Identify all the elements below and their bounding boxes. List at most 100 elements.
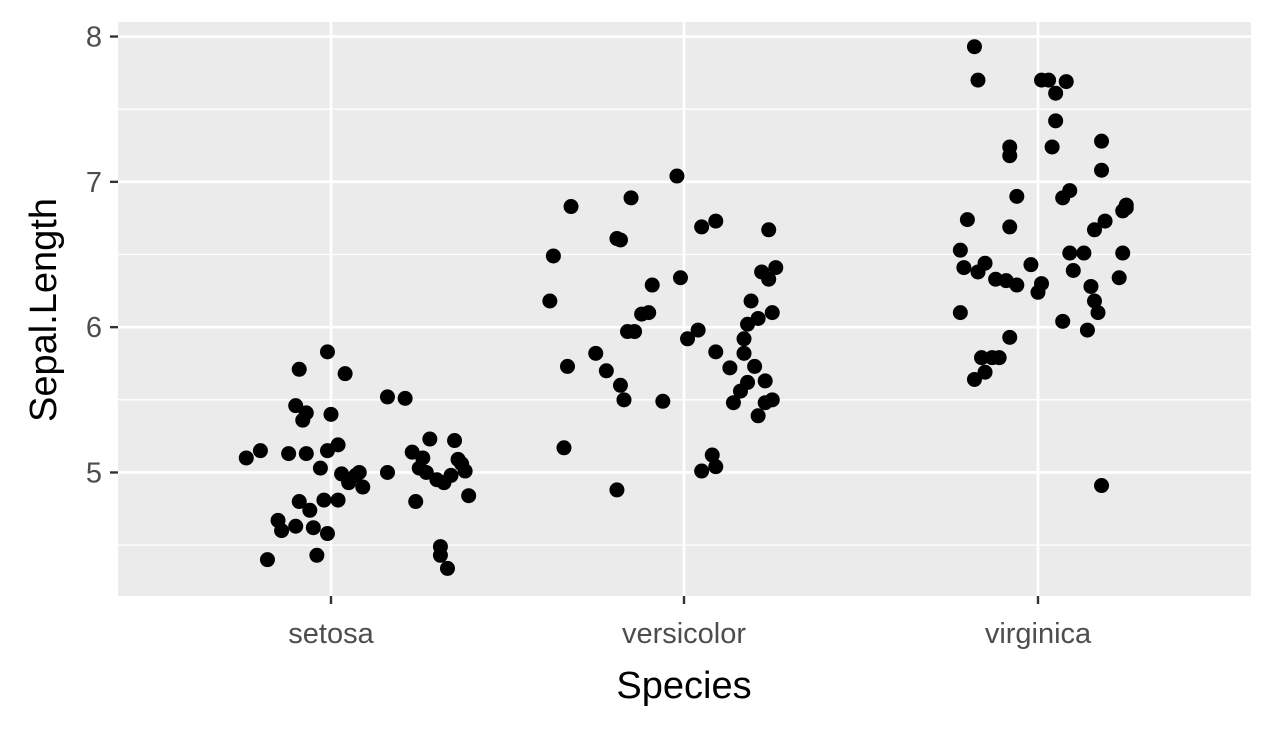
data-point-versicolor: [612, 232, 628, 248]
y-tick-label: 8: [86, 22, 102, 54]
data-point-virginica: [1034, 276, 1050, 292]
data-point-virginica: [1041, 72, 1057, 88]
data-point-versicolor: [612, 377, 628, 393]
data-point-versicolor: [747, 358, 763, 374]
data-point-setosa: [323, 406, 339, 422]
data-point-versicolor: [708, 213, 724, 229]
data-point-setosa: [443, 467, 459, 483]
data-point-versicolor: [623, 190, 639, 206]
data-point-setosa: [330, 437, 346, 453]
data-point-virginica: [977, 364, 993, 380]
data-point-virginica: [1002, 148, 1018, 164]
data-point-versicolor: [641, 305, 657, 321]
data-point-setosa: [337, 366, 353, 382]
data-point-setosa: [457, 463, 473, 479]
data-point-setosa: [379, 389, 395, 405]
data-point-versicolor: [694, 463, 710, 479]
data-point-versicolor: [672, 270, 688, 286]
data-point-versicolor: [690, 322, 706, 338]
data-point-setosa: [408, 494, 424, 510]
data-point-setosa: [447, 433, 463, 449]
y-axis: 5 6 7 8: [86, 22, 118, 489]
data-point-versicolor: [764, 392, 780, 408]
data-point-versicolor: [598, 363, 614, 379]
data-point-virginica: [966, 39, 982, 55]
data-point-setosa: [305, 520, 321, 536]
data-point-virginica: [1048, 85, 1064, 101]
data-point-versicolor: [680, 331, 696, 347]
data-point-setosa: [274, 523, 290, 539]
data-point-virginica: [1090, 305, 1106, 321]
data-point-setosa: [355, 479, 371, 495]
y-tick-label: 7: [86, 167, 102, 199]
data-point-versicolor: [694, 219, 710, 235]
data-point-setosa: [238, 450, 254, 466]
data-point-virginica: [1009, 277, 1025, 293]
data-point-virginica: [966, 371, 982, 387]
data-point-virginica: [1023, 257, 1039, 273]
data-point-virginica: [1094, 133, 1110, 149]
data-point-versicolor: [740, 374, 756, 390]
data-point-versicolor: [708, 459, 724, 475]
data-point-setosa: [298, 405, 314, 421]
data-point-virginica: [1086, 293, 1102, 309]
data-point-setosa: [291, 494, 307, 510]
data-point-setosa: [439, 560, 455, 576]
data-point-virginica: [1044, 139, 1060, 155]
data-point-setosa: [302, 502, 318, 518]
data-point-virginica: [1083, 278, 1099, 294]
data-point-virginica: [1079, 322, 1095, 338]
data-point-versicolor: [743, 293, 759, 309]
data-point-setosa: [288, 398, 304, 414]
data-point-virginica: [1009, 188, 1025, 204]
data-point-versicolor: [704, 447, 720, 463]
data-point-virginica: [1076, 245, 1092, 261]
data-point-virginica: [1111, 270, 1127, 286]
data-point-virginica: [952, 242, 968, 258]
data-point-versicolor: [708, 344, 724, 360]
data-point-virginica: [952, 305, 968, 321]
data-point-virginica: [1086, 222, 1102, 238]
y-tick-label: 5: [86, 457, 102, 489]
data-point-virginica: [1065, 262, 1081, 278]
x-axis-title: Species: [616, 665, 751, 707]
data-point-versicolor: [764, 305, 780, 321]
data-point-versicolor: [722, 360, 738, 376]
data-point-setosa: [415, 450, 431, 466]
data-point-versicolor: [556, 440, 572, 456]
data-point-virginica: [1002, 219, 1018, 235]
data-point-setosa: [319, 526, 335, 542]
data-point-setosa: [316, 492, 332, 508]
data-point-setosa: [379, 464, 395, 480]
data-point-setosa: [418, 464, 434, 480]
data-point-setosa: [312, 460, 328, 476]
data-point-versicolor: [609, 482, 625, 498]
data-point-virginica: [1097, 213, 1113, 229]
data-point-setosa: [309, 547, 325, 563]
data-point-setosa: [432, 547, 448, 563]
data-point-virginica: [991, 350, 1007, 366]
data-point-versicolor: [736, 345, 752, 361]
data-points: [238, 39, 1134, 576]
data-point-versicolor: [750, 408, 766, 424]
data-point-virginica: [1002, 329, 1018, 345]
data-point-setosa: [291, 361, 307, 377]
data-point-virginica: [1058, 74, 1074, 90]
x-tick-label-virginica: virginica: [985, 618, 1092, 650]
data-point-virginica: [1118, 197, 1134, 213]
data-point-virginica: [959, 212, 975, 228]
data-point-versicolor: [725, 395, 741, 411]
x-tick-label-setosa: setosa: [288, 618, 374, 650]
data-point-virginica: [1094, 478, 1110, 494]
data-point-virginica: [977, 255, 993, 271]
data-point-setosa: [351, 464, 367, 480]
data-point-setosa: [259, 552, 275, 568]
data-point-versicolor: [768, 260, 784, 276]
data-point-setosa: [298, 446, 314, 462]
data-point-setosa: [281, 446, 297, 462]
data-point-versicolor: [669, 168, 685, 184]
data-point-versicolor: [644, 277, 660, 293]
y-axis-title: Sepal.Length: [23, 198, 65, 422]
data-point-versicolor: [542, 293, 558, 309]
